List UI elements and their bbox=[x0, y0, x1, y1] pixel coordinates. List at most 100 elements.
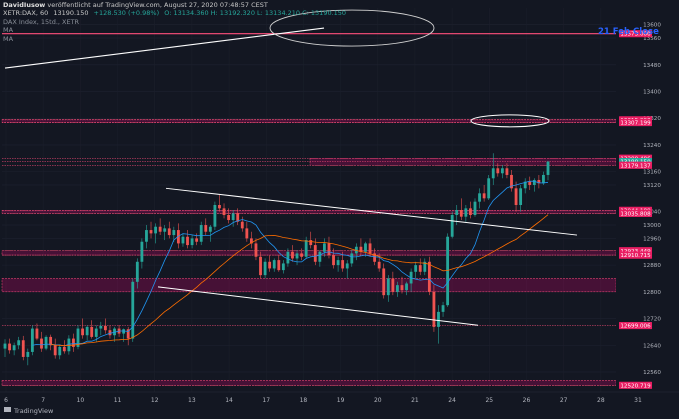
candle bbox=[154, 223, 157, 244]
candle bbox=[240, 216, 244, 232]
price-change: +128.530 (+0.98%) bbox=[93, 9, 160, 18]
callout-21-feb-close: 21 Feb Close bbox=[598, 27, 659, 37]
candle bbox=[227, 208, 231, 224]
time-tick-label: 26 bbox=[523, 397, 531, 404]
price-tick-label: 13480 bbox=[643, 63, 661, 69]
candle bbox=[286, 248, 290, 267]
candle-body bbox=[491, 168, 495, 179]
candle bbox=[12, 342, 16, 356]
candle-body bbox=[437, 311, 440, 327]
candle bbox=[163, 225, 167, 241]
candle-body bbox=[240, 221, 244, 229]
candle bbox=[441, 301, 445, 317]
candle bbox=[546, 160, 550, 181]
ma2-legend[interactable]: MA bbox=[3, 34, 14, 43]
candle-body bbox=[455, 210, 459, 216]
candle-body bbox=[277, 260, 281, 271]
candle-body bbox=[3, 343, 7, 349]
candle-body bbox=[505, 168, 509, 175]
candle bbox=[537, 174, 541, 189]
ma1-legend[interactable]: MA bbox=[3, 26, 14, 35]
candle-body bbox=[263, 261, 267, 276]
candle-body bbox=[8, 343, 11, 351]
time-tick-label: 21 bbox=[411, 397, 419, 404]
candle bbox=[103, 318, 107, 334]
candle-body bbox=[94, 328, 98, 337]
candle bbox=[405, 281, 408, 296]
price-level-tag bbox=[619, 381, 652, 389]
time-tick-label: 18 bbox=[300, 397, 308, 404]
candle bbox=[8, 338, 11, 354]
candle bbox=[277, 255, 281, 272]
candle bbox=[254, 238, 258, 261]
candle bbox=[26, 348, 30, 366]
candle-body bbox=[359, 246, 363, 252]
candle bbox=[135, 258, 139, 289]
candle bbox=[21, 335, 25, 361]
candle-body bbox=[222, 208, 226, 216]
candle bbox=[17, 336, 21, 350]
candle-body bbox=[62, 346, 66, 352]
candle-body bbox=[135, 261, 139, 282]
price-tick-label: 12880 bbox=[643, 263, 661, 269]
candle bbox=[464, 205, 468, 222]
time-tick-label: 13 bbox=[188, 397, 196, 404]
candle bbox=[190, 235, 194, 249]
candle bbox=[49, 334, 53, 351]
candle bbox=[491, 153, 495, 185]
candle bbox=[181, 233, 185, 247]
price-axis[interactable]: 13600 13560 13480 13400 13320 13240 13160 13120… bbox=[616, 0, 679, 392]
legend-title[interactable]: DAX Index, 15td., XETR bbox=[3, 17, 80, 26]
time-tick-label: 12 bbox=[151, 397, 159, 404]
candle-body bbox=[58, 346, 62, 356]
candle bbox=[272, 258, 276, 272]
candle-body bbox=[85, 326, 89, 336]
candle bbox=[199, 221, 203, 246]
candle-body bbox=[532, 179, 536, 185]
candle-body bbox=[272, 260, 276, 269]
time-tick-label: 6 bbox=[4, 397, 8, 404]
candle bbox=[400, 276, 404, 294]
candle bbox=[76, 325, 80, 350]
candle bbox=[62, 340, 66, 354]
candle-body bbox=[81, 328, 84, 336]
candle bbox=[528, 176, 532, 190]
candle-body bbox=[469, 208, 472, 216]
candle bbox=[450, 211, 454, 239]
candle-body bbox=[99, 325, 103, 329]
price-tick-label: 12720 bbox=[643, 317, 661, 323]
candle-body bbox=[254, 243, 258, 257]
candle-body bbox=[396, 285, 399, 292]
candle-body bbox=[450, 215, 454, 237]
price-level-tag bbox=[619, 30, 652, 38]
candle-body bbox=[245, 228, 249, 239]
time-axis[interactable]: 6 7 10 11 12 13 14 17 18 19 20 21 24 25 26 27 28 31 bbox=[0, 391, 679, 419]
price-level-label: 13179.137 bbox=[620, 163, 651, 169]
level-band bbox=[1, 380, 617, 386]
candle-body bbox=[514, 188, 518, 206]
price-tick-label: 12560 bbox=[643, 370, 661, 376]
candle bbox=[58, 345, 62, 360]
candle-body bbox=[204, 225, 208, 232]
candle bbox=[108, 325, 112, 339]
candle-body bbox=[76, 328, 80, 347]
candle-body bbox=[103, 325, 107, 331]
candle bbox=[44, 335, 48, 351]
candle bbox=[158, 218, 162, 236]
candle-body bbox=[195, 238, 199, 242]
candle bbox=[432, 285, 436, 332]
candle-body bbox=[345, 263, 349, 269]
last-price: 13190.150 bbox=[53, 9, 89, 18]
level-band bbox=[1, 250, 617, 256]
candle bbox=[222, 203, 226, 219]
price-tick-label: 13560 bbox=[643, 36, 661, 42]
candle-body bbox=[53, 345, 57, 356]
ma-slow-line bbox=[50, 214, 549, 347]
candle bbox=[350, 250, 354, 267]
candle-body bbox=[482, 193, 486, 199]
candle bbox=[478, 188, 481, 209]
candle bbox=[149, 221, 153, 239]
moving-averages bbox=[32, 180, 549, 347]
